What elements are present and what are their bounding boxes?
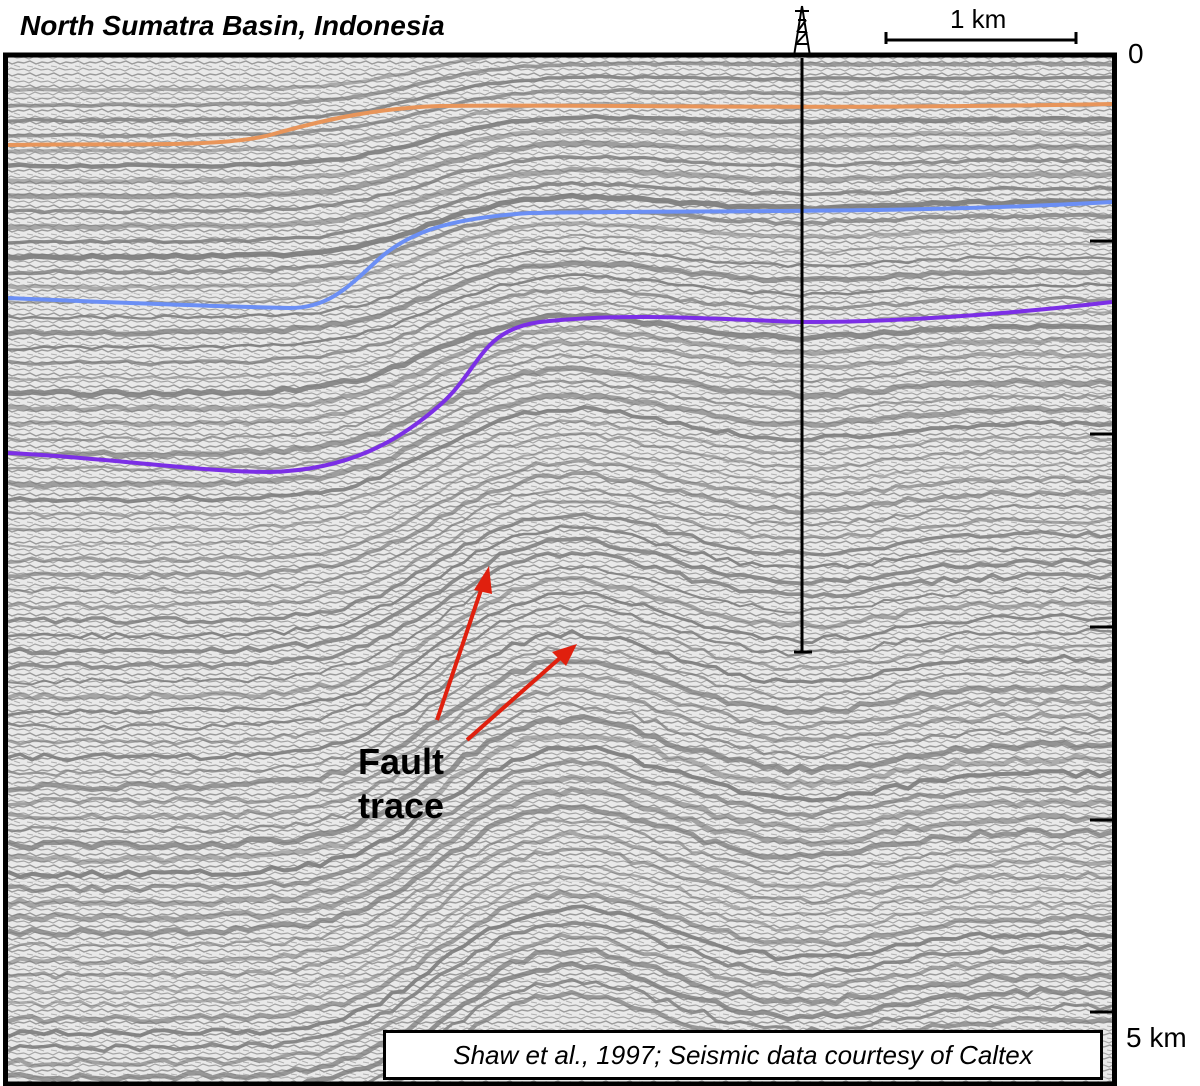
reflector-band [7, 260, 1113, 337]
reflector-band [7, 432, 1113, 534]
reflector-band [7, 127, 1113, 185]
reflector-band [7, 863, 1113, 995]
horizon-orange [7, 102, 1113, 147]
reflector-band [7, 673, 1113, 807]
reflector-band [7, 154, 1113, 215]
reflector-band [7, 889, 1113, 1025]
reflector-band [7, 536, 1113, 656]
reflector-band [7, 286, 1112, 367]
reflector-band [7, 445, 1113, 549]
reflector-band [7, 874, 1113, 1009]
reflector-band [7, 220, 1113, 291]
reflector-band [365, 977, 1113, 1082]
depth-axis-ticks [1090, 239, 1114, 1014]
reflector-band [7, 932, 1113, 1068]
reflector-band [7, 714, 1113, 851]
scale-bar-label: 1 km [950, 4, 1007, 34]
reflector-band [7, 745, 1113, 880]
reflector-band [7, 591, 1113, 717]
reflector-band [7, 658, 1113, 793]
fault-trace-label: Fault trace [358, 741, 445, 826]
reflector-band [7, 246, 1113, 321]
reflector-band [7, 113, 1113, 170]
reflector-band [7, 391, 1113, 490]
credit-box: Shaw et al., 1997; Seismic data courtesy… [383, 1030, 1103, 1080]
reflector-band [7, 486, 1113, 594]
reflector-band [7, 701, 1113, 834]
reflector-band [7, 524, 1113, 640]
reflector-band [7, 686, 1113, 822]
reflector-band [7, 56, 526, 93]
reflector-band [7, 166, 1113, 231]
reflector-band [8, 324, 1113, 413]
reflector-band [7, 512, 1113, 625]
reflector-band [7, 774, 1113, 909]
scale-bar [884, 32, 1078, 44]
reflector-band [7, 575, 1113, 702]
reflector-band [7, 565, 1113, 686]
reflector-band [7, 312, 1113, 399]
reflector-band [7, 87, 1113, 139]
panel-frame [3, 52, 1117, 1086]
seismic-reflectors [7, 56, 1113, 1082]
reflector-band [7, 353, 1113, 442]
oil-derrick-icon [788, 5, 816, 57]
horizon-blue [7, 200, 1113, 311]
reflector-band [7, 818, 1113, 951]
reflector-band [7, 470, 1113, 580]
reflector-band [7, 419, 1113, 518]
reflector-band [7, 550, 1113, 671]
reflector-band [7, 273, 1113, 351]
reflector-band [7, 803, 1113, 938]
reflector-band [7, 786, 1113, 924]
reflector-band [301, 960, 1113, 1082]
fault-arrow-lower [465, 644, 577, 742]
reflector-band [7, 499, 1113, 611]
reflector-band [7, 616, 1113, 746]
fault-arrow-upper [435, 566, 492, 721]
reflector-band [388, 990, 1113, 1082]
reflector-band [7, 458, 1113, 565]
depth-label-bottom: 5 km [1126, 1022, 1187, 1053]
horizon-purple [7, 300, 1113, 475]
reflector-band [7, 405, 1113, 504]
reflector-band [7, 339, 1113, 428]
reflector-band [7, 947, 1113, 1082]
credit-text: Shaw et al., 1997; Seismic data courtesy… [453, 1039, 1033, 1070]
reflector-band [7, 732, 1113, 866]
reflector-band [7, 830, 1113, 966]
reflector-band [7, 365, 1113, 459]
reflector-band [7, 74, 1113, 124]
reflector-band [7, 181, 1113, 245]
figure-title: North Sumatra Basin, Indonesia [20, 10, 445, 41]
reflector-band [7, 60, 1112, 109]
reflector-band [7, 233, 1113, 305]
reflector-band [7, 629, 1113, 763]
reflector-band [7, 192, 1113, 261]
reflector-band [7, 921, 1113, 1054]
reflector-band [7, 604, 1113, 732]
depth-label-top: 0 [1128, 38, 1144, 69]
reflector-band [7, 847, 1113, 980]
reflector-band [7, 758, 1113, 894]
reflector-band [7, 904, 1113, 1039]
reflector-band [7, 139, 1113, 200]
